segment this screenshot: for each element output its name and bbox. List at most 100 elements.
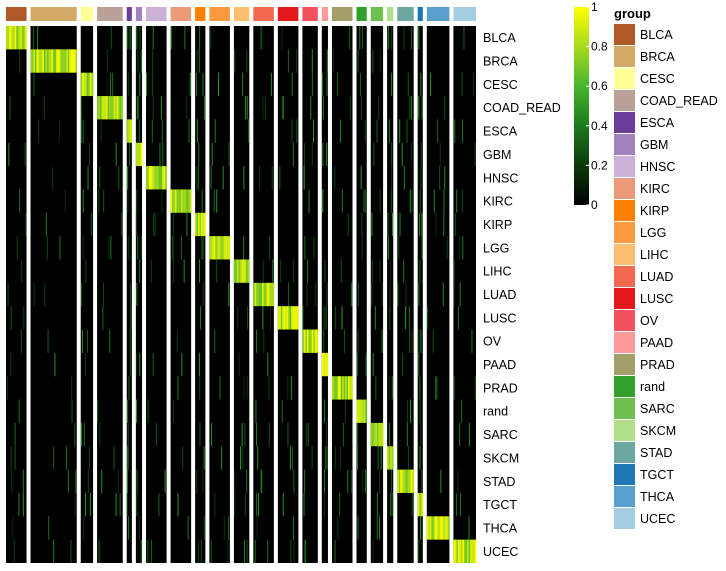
heat-cell-noise (379, 259, 381, 283)
annotation-SARC (370, 7, 384, 21)
heat-cell-noise (210, 539, 212, 563)
heat-cell-noise (357, 282, 359, 307)
colorbar-tick-label: 0.4 (591, 119, 608, 133)
heat-cell-noise (389, 282, 391, 307)
heat-cell-BRCA (73, 49, 76, 73)
heat-cell-noise (410, 26, 412, 50)
annotation-KIRC (170, 7, 192, 21)
heat-cell-noise (326, 282, 328, 307)
heat-cell-noise (221, 446, 223, 470)
heat-cell-LUSC (285, 306, 287, 330)
heat-cell-HNSC (146, 166, 148, 190)
heat-cell-BRCA (70, 49, 73, 73)
legend-label-UCEC: UCEC (640, 512, 675, 526)
heat-cell-noise (459, 422, 461, 447)
heat-cell-noise (203, 446, 205, 470)
heat-cell-COAD_READ (121, 96, 124, 120)
heat-cell-noise (389, 259, 391, 283)
heat-cell-LUAD (254, 282, 257, 307)
heat-cell-noise (411, 189, 413, 213)
colorbar-ticks: 0 0.2 0.4 0.6 0.8 1 (586, 0, 608, 212)
legend-swatch-ESCA (614, 112, 635, 133)
heat-cell-noise (139, 119, 141, 143)
heat-cell-noise (196, 72, 198, 97)
heat-cell-noise (271, 166, 273, 190)
heat-cell-noise (228, 516, 230, 540)
heat-cell-noise (356, 352, 358, 377)
heat-cell-noise (118, 166, 120, 190)
heat-cell-noise (219, 376, 221, 400)
legend-label-KIRC: KIRC (640, 182, 670, 196)
heat-cell-BLCA (20, 26, 23, 50)
heat-cell-noise (272, 259, 274, 283)
heat-cell-COAD_READ (107, 96, 110, 120)
heat-cell-noise (375, 376, 377, 400)
row-label-LGG: LGG (483, 241, 509, 255)
heat-cell-noise (410, 96, 412, 120)
heat-cell-noise (356, 422, 358, 447)
heat-cell-noise (379, 516, 381, 540)
heat-cell-noise (454, 212, 456, 237)
heat-cell-noise (210, 166, 212, 190)
heat-cell-LUSC (296, 306, 299, 330)
heat-cell-noise (471, 329, 473, 353)
heat-cell-LIHC (241, 259, 244, 283)
heat-cell-LUSC (279, 306, 282, 330)
heat-cell-noise (129, 26, 131, 50)
heat-cell-noise (261, 26, 263, 50)
heat-cell-LGG (226, 236, 229, 260)
colorbar-tick-label: 0 (591, 198, 598, 212)
heat-cell-OV (307, 329, 309, 353)
heat-cell-noise (371, 212, 373, 237)
heat-cell-noise (48, 516, 50, 540)
heat-cell-BRCA (35, 49, 37, 73)
heat-cell-noise (357, 49, 359, 73)
heat-cell-LIHC (238, 259, 241, 283)
heat-cell-noise (244, 422, 246, 447)
heat-cell-noise (311, 142, 313, 167)
heat-cell-LUSC (292, 306, 295, 330)
heat-cell-HNSC (148, 166, 151, 190)
annotation-PAAD (321, 7, 328, 21)
heat-cell-noise (462, 189, 464, 213)
heat-cell-noise (389, 306, 391, 330)
heat-cell-noise (234, 469, 236, 493)
heat-cell-THCA (447, 516, 450, 540)
heat-cell-noise (305, 422, 307, 447)
heat-cell-noise (454, 259, 456, 283)
heat-cell-noise (234, 49, 236, 73)
row-label-STAD: STAD (483, 475, 515, 489)
row-label-HNSC: HNSC (483, 171, 518, 185)
heat-cell-HNSC (156, 166, 159, 190)
heat-cell-noise (7, 282, 9, 307)
heat-cell-noise (337, 72, 339, 97)
heat-cell-THCA (438, 516, 441, 540)
heat-cell-THCA (432, 516, 435, 540)
heat-cell-noise (135, 212, 137, 237)
heat-cell-STAD (406, 469, 409, 493)
heat-cell-noise (203, 236, 205, 260)
row-label-KIRP: KIRP (483, 218, 512, 232)
heat-cell-noise (110, 72, 112, 97)
heat-cell-LIHC (237, 259, 239, 283)
heat-cell-noise (268, 422, 270, 447)
heat-cell-noise (127, 399, 129, 423)
heat-cell-noise (279, 259, 281, 283)
heat-cell-noise (457, 469, 459, 493)
heat-cell-SARC (376, 422, 379, 447)
heat-cell-BLCA (10, 26, 13, 50)
heat-cell-noise (443, 189, 445, 213)
heat-cell-noise (106, 49, 108, 73)
heat-cell-noise (244, 96, 246, 120)
heat-cell-noise (24, 142, 26, 167)
heat-cell-LUAD (262, 282, 264, 307)
heat-cell-noise (421, 212, 423, 237)
heat-cell-noise (357, 446, 359, 470)
heat-cell-noise (379, 189, 381, 213)
row-label-TGCT: TGCT (483, 498, 517, 512)
legend-swatch-LGG (614, 222, 635, 243)
heat-column-BLCA (6, 26, 27, 563)
heat-cell-OV (316, 329, 319, 353)
heat-cell-noise (401, 142, 403, 167)
heat-cell-noise (187, 516, 189, 540)
